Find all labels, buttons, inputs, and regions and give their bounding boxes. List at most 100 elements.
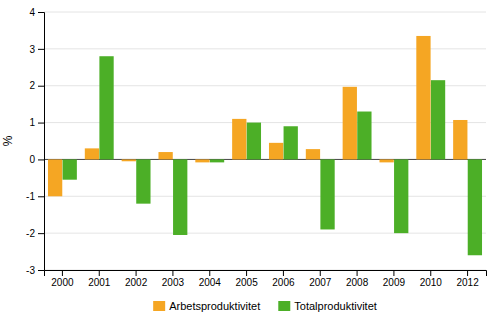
x-tick-label: 2007 (309, 277, 332, 288)
bar (394, 159, 408, 233)
y-tick: 2 (29, 80, 44, 91)
x-tick: 2002 (125, 270, 148, 288)
bars (48, 36, 482, 255)
x-tick: 2010 (420, 270, 443, 288)
legend-label: Totalproduktivitet (294, 300, 377, 312)
x-tick-mark (430, 270, 431, 276)
x-tick-label: 2006 (272, 277, 295, 288)
plot: -3-2-10123420002001200220032004200520062… (1, 7, 487, 312)
bar (357, 112, 371, 160)
y-tick: 3 (29, 44, 44, 55)
y-axis: -3 -2 -1 0 1 2 3 4 (26, 7, 44, 276)
legend-item: Totalproduktivitet (278, 300, 377, 312)
legend-item: Arbetsproduktivitet (153, 300, 260, 312)
x-tick: 2007 (309, 270, 332, 288)
grid (44, 12, 486, 270)
x-tick-mark (99, 270, 100, 276)
legend-label: Arbetsproduktivitet (169, 300, 260, 312)
y-tick-label: 0 (29, 154, 35, 165)
x-tick-label: 2005 (235, 277, 258, 288)
x-tick-mark (283, 270, 284, 276)
bar (85, 148, 99, 159)
x-tick-mark (357, 270, 358, 276)
bar (63, 159, 77, 179)
y-tick: -2 (26, 228, 44, 239)
y-tick-label: 3 (29, 44, 35, 55)
y-tick: -3 (26, 265, 44, 276)
x-tick-label: 2010 (420, 277, 443, 288)
x-tick: 2012 (456, 270, 479, 288)
bar (48, 159, 62, 196)
bar (136, 159, 150, 203)
y-tick-mark (38, 49, 44, 50)
x-tick-mark (467, 270, 468, 276)
bar (379, 159, 393, 162)
y-axis-line (38, 13, 45, 271)
y-tick-label: 4 (29, 7, 35, 18)
y-tick: 0 (29, 154, 44, 165)
bar (99, 56, 113, 159)
x-tick-mark (62, 270, 63, 276)
y-tick-mark (38, 86, 44, 87)
x-tick: 2006 (272, 270, 295, 288)
legend-swatch (278, 301, 290, 311)
bar (416, 36, 430, 159)
x-tick-mark (320, 270, 321, 276)
bar (122, 159, 136, 161)
x-tick: 2000 (51, 270, 74, 288)
y-tick-mark (38, 159, 44, 160)
x-tick: 2003 (162, 270, 185, 288)
grid-line (44, 233, 486, 234)
legend: Arbetsproduktivitet Totalproduktivitet (153, 300, 377, 312)
y-tick: 4 (29, 7, 44, 18)
y-tick-mark (38, 123, 44, 124)
bar (269, 143, 283, 160)
chart: -3-2-10123420002001200220032004200520062… (0, 0, 498, 320)
x-tick: 2009 (383, 270, 406, 288)
x-tick-label: 2004 (199, 277, 222, 288)
bar (320, 159, 334, 229)
x-tick: 2008 (346, 270, 369, 288)
x-tick-label: 2001 (88, 277, 111, 288)
series (63, 56, 482, 255)
x-axis: 2000 2001 2002 2003 2004 2005 2006 2007 2008 2009… (45, 270, 487, 288)
y-tick-mark (38, 196, 44, 197)
x-tick: 2001 (88, 270, 111, 288)
bar (210, 159, 224, 162)
x-tick-label: 2009 (383, 277, 406, 288)
x-tick-mark (209, 270, 210, 276)
y-tick-label: 2 (29, 80, 35, 91)
bar (195, 159, 209, 162)
y-tick-label: -1 (26, 191, 35, 202)
x-tick-mark (246, 270, 247, 276)
x-tick-label: 2003 (162, 277, 185, 288)
bar (173, 159, 187, 235)
bar (284, 126, 298, 159)
x-tick: 2004 (199, 270, 222, 288)
y-tick-label: 1 (29, 117, 35, 128)
y-tick-label: -2 (26, 228, 35, 239)
y-tick-mark (38, 233, 44, 234)
x-tick-label: 2002 (125, 277, 148, 288)
bar (158, 152, 172, 159)
x-tick: 2005 (235, 270, 258, 288)
bar (306, 149, 320, 159)
bar (453, 120, 467, 159)
bar (468, 159, 482, 255)
x-axis-line (45, 271, 487, 277)
y-tick: 1 (29, 117, 44, 128)
grid-line (44, 12, 486, 13)
y-tick-label: -3 (26, 265, 35, 276)
y-tick: -1 (26, 191, 44, 202)
x-tick-mark (393, 270, 394, 276)
x-tick-label: 2008 (346, 277, 369, 288)
y-tick-mark (38, 270, 44, 271)
bar (431, 80, 445, 159)
y-tick-mark (38, 12, 44, 13)
bar (343, 87, 357, 160)
x-tick-label: 2000 (51, 277, 74, 288)
x-tick-mark (136, 270, 137, 276)
bar (232, 119, 246, 160)
x-tick-label: 2012 (456, 277, 479, 288)
x-tick-mark (172, 270, 173, 276)
